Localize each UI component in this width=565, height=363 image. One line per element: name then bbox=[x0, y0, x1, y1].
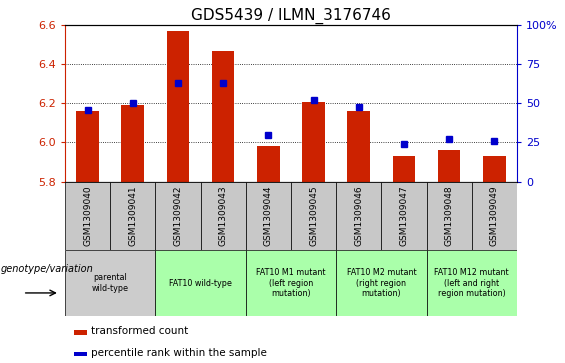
Bar bbox=[483, 156, 506, 182]
Text: GSM1309048: GSM1309048 bbox=[445, 185, 454, 246]
Bar bbox=[74, 330, 86, 335]
Bar bbox=[155, 250, 246, 316]
Bar bbox=[246, 250, 336, 316]
Text: FAT10 M1 mutant
(left region
mutation): FAT10 M1 mutant (left region mutation) bbox=[256, 268, 326, 298]
Text: FAT10 M2 mutant
(right region
mutation): FAT10 M2 mutant (right region mutation) bbox=[346, 268, 416, 298]
Title: GDS5439 / ILMN_3176746: GDS5439 / ILMN_3176746 bbox=[191, 8, 391, 24]
Text: GSM1309049: GSM1309049 bbox=[490, 185, 499, 246]
Text: GSM1309046: GSM1309046 bbox=[354, 185, 363, 246]
Bar bbox=[302, 102, 325, 182]
Text: parental
wild-type: parental wild-type bbox=[92, 273, 129, 293]
Bar bbox=[65, 182, 110, 250]
Text: GSM1309047: GSM1309047 bbox=[399, 185, 408, 246]
Bar bbox=[336, 182, 381, 250]
Bar bbox=[155, 182, 201, 250]
Bar bbox=[121, 105, 144, 182]
Text: GSM1309042: GSM1309042 bbox=[173, 186, 182, 246]
Bar bbox=[76, 111, 99, 182]
Bar bbox=[167, 31, 189, 182]
Bar bbox=[393, 156, 415, 182]
Bar bbox=[438, 150, 460, 182]
Text: GSM1309045: GSM1309045 bbox=[309, 185, 318, 246]
Text: transformed count: transformed count bbox=[91, 326, 189, 337]
Text: genotype/variation: genotype/variation bbox=[1, 264, 93, 274]
Text: FAT10 M12 mutant
(left and right
region mutation): FAT10 M12 mutant (left and right region … bbox=[434, 268, 509, 298]
Bar bbox=[212, 51, 234, 182]
Bar bbox=[65, 250, 155, 316]
Bar bbox=[110, 182, 155, 250]
Text: FAT10 wild-type: FAT10 wild-type bbox=[169, 279, 232, 287]
Text: GSM1309043: GSM1309043 bbox=[219, 185, 228, 246]
Bar bbox=[291, 182, 336, 250]
Bar bbox=[257, 146, 280, 182]
Text: GSM1309041: GSM1309041 bbox=[128, 185, 137, 246]
Bar bbox=[472, 182, 517, 250]
Bar bbox=[427, 182, 472, 250]
Bar bbox=[201, 182, 246, 250]
Bar bbox=[74, 352, 86, 356]
Bar bbox=[347, 111, 370, 182]
Text: GSM1309040: GSM1309040 bbox=[83, 185, 92, 246]
Text: GSM1309044: GSM1309044 bbox=[264, 186, 273, 246]
Bar bbox=[427, 250, 517, 316]
Bar bbox=[246, 182, 291, 250]
Text: percentile rank within the sample: percentile rank within the sample bbox=[91, 348, 267, 358]
Bar bbox=[336, 250, 427, 316]
Bar bbox=[381, 182, 427, 250]
